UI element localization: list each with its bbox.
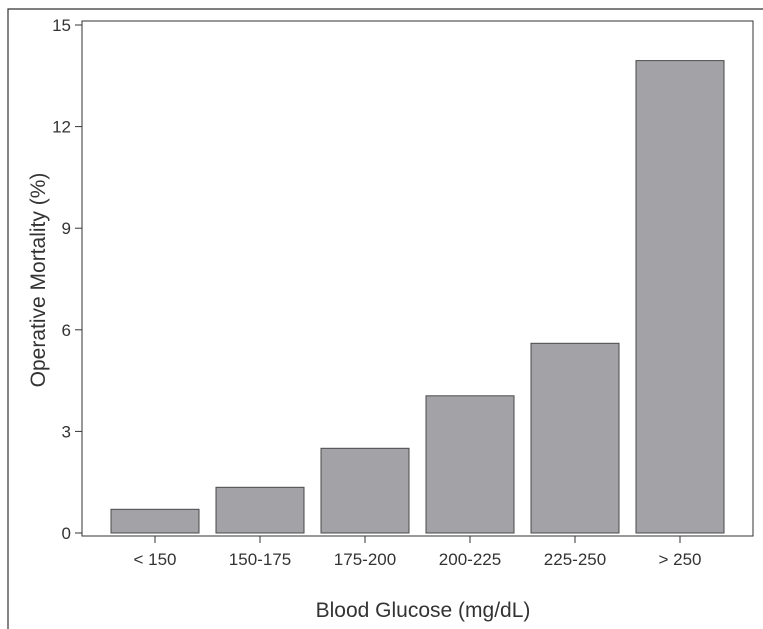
y-tick-label-1: 3 <box>62 422 71 441</box>
y-tick-label-3: 9 <box>62 219 71 238</box>
x-tick-label-3: 200-225 <box>439 550 501 569</box>
y-tick-label-2: 6 <box>62 321 71 340</box>
bar-4 <box>530 342 620 534</box>
x-tick-label-5: > 250 <box>658 550 701 569</box>
bar-0 <box>110 508 200 534</box>
y-tick-label-4: 12 <box>52 118 71 137</box>
x-tick-label-2: 175-200 <box>334 550 396 569</box>
y-tick-label-5: 15 <box>52 16 71 35</box>
x-tick-label-1: 150-175 <box>229 550 291 569</box>
x-axis-title: Blood Glucose (mg/dL) <box>316 599 531 622</box>
y-axis-title: Operative Mortality (%) <box>27 173 50 388</box>
x-tick-label-4: 225-250 <box>544 550 606 569</box>
y-ticks-group: 0 3 6 9 12 15 <box>52 16 82 543</box>
bars-group <box>110 60 725 534</box>
x-tick-label-0: < 150 <box>133 550 176 569</box>
bar-3 <box>425 395 515 534</box>
bar-1 <box>215 486 305 534</box>
x-ticks-group: < 150 150-175 175-200 200-225 225-250 > 250 <box>133 536 702 569</box>
y-tick-label-0: 0 <box>62 524 71 543</box>
figure-frame <box>7 8 763 629</box>
bar-5 <box>635 60 725 534</box>
bar-2 <box>320 447 410 534</box>
